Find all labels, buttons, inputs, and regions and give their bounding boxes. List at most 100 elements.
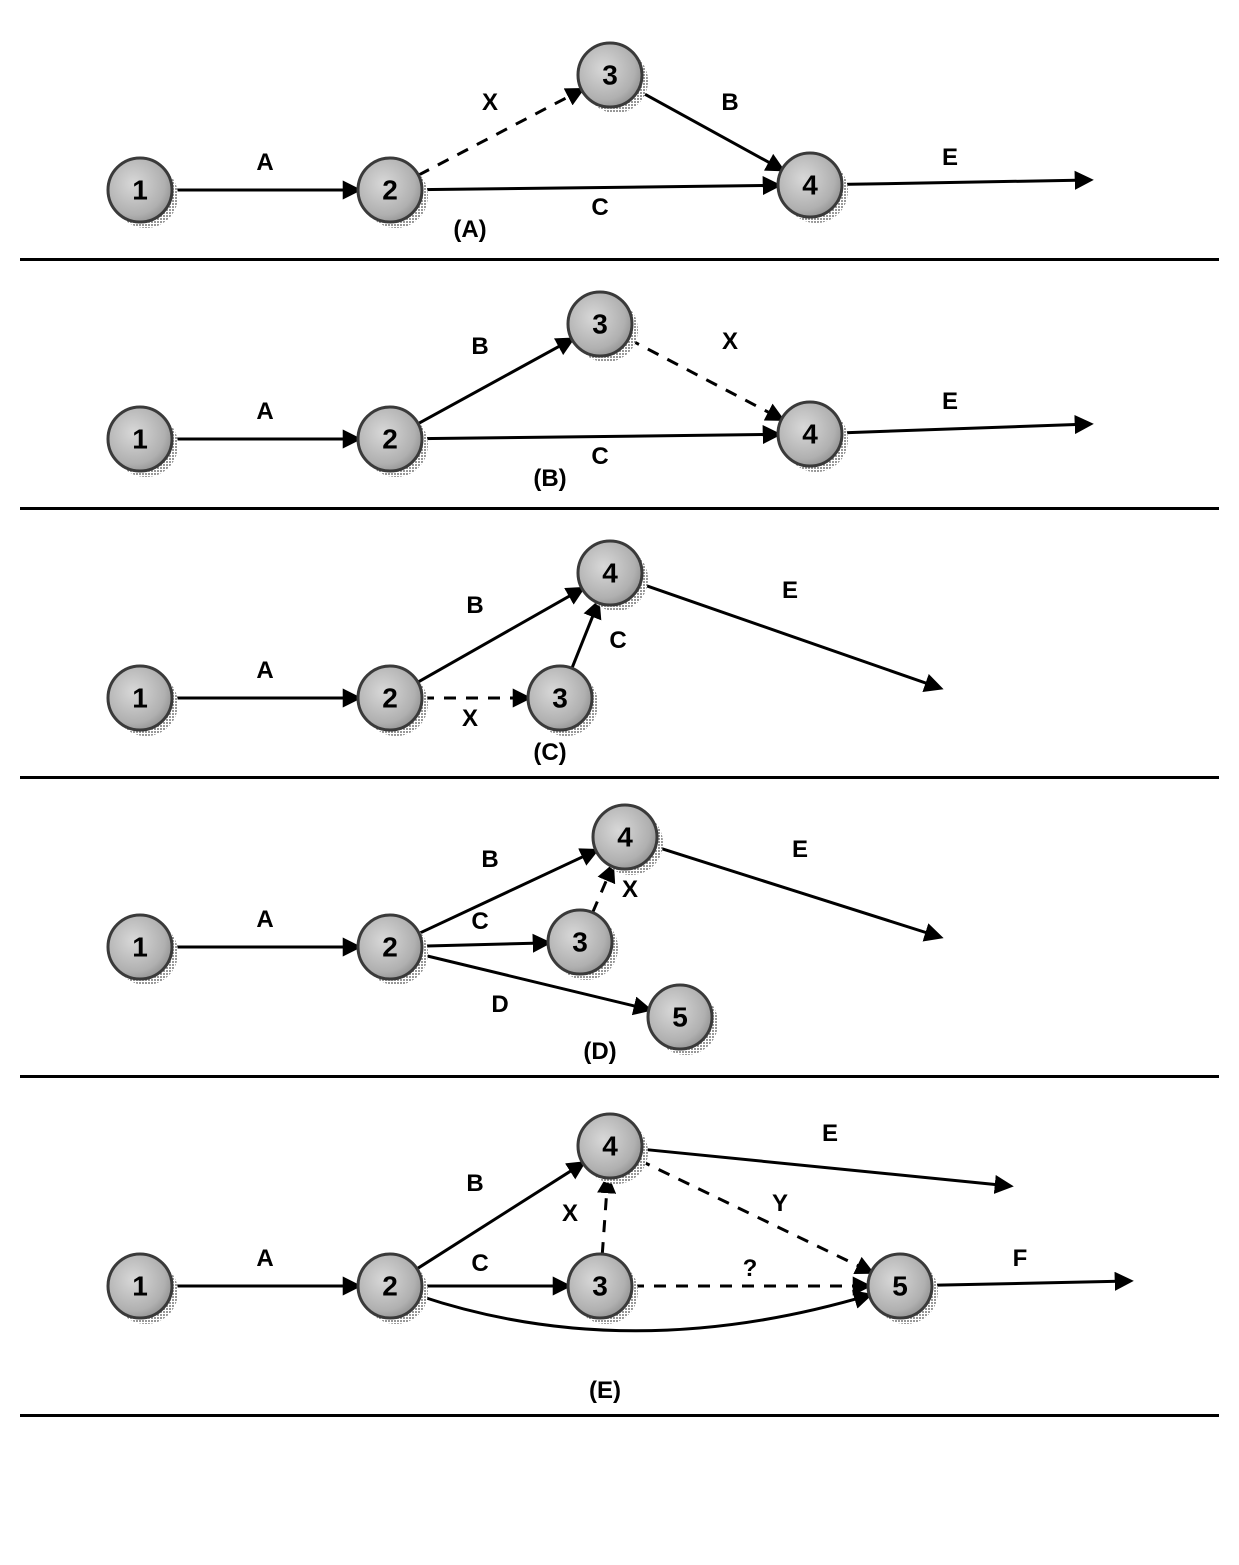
edge-label-e: E bbox=[781, 577, 797, 604]
edge-label-y: Y bbox=[771, 1190, 787, 1217]
node-3: 3 bbox=[528, 666, 598, 736]
nodes: 1 2 3 4 bbox=[108, 292, 848, 477]
node-label-1: 1 bbox=[132, 424, 148, 455]
node-3: 3 bbox=[578, 43, 648, 113]
edge-label-e: E bbox=[821, 1120, 837, 1147]
edge-label-e: E bbox=[941, 388, 957, 415]
edge-e bbox=[841, 424, 1089, 433]
node-4: 4 bbox=[578, 1114, 648, 1184]
node-label-4: 4 bbox=[602, 1131, 618, 1162]
edge-c bbox=[421, 943, 547, 946]
node-2: 2 bbox=[358, 158, 428, 228]
edge-label-c: C bbox=[591, 194, 608, 221]
node-label-1: 1 bbox=[132, 683, 148, 714]
node-1: 1 bbox=[108, 915, 178, 985]
edge-e3 bbox=[420, 1295, 869, 1331]
node-4: 4 bbox=[778, 153, 848, 223]
panel-d: ABCDXE12345(D) bbox=[20, 787, 1219, 1078]
panel-label: (A) bbox=[453, 216, 486, 243]
panel-a: A X B C E 1 2 3 4 (A) bbox=[20, 20, 1219, 261]
nodes: 1 2 3 4 5 bbox=[108, 805, 718, 1055]
edge-label-e: E bbox=[941, 144, 957, 171]
edge-b bbox=[418, 339, 572, 423]
node-label-2: 2 bbox=[382, 1271, 398, 1302]
node-2: 2 bbox=[358, 407, 428, 477]
panel-c: AXBCE1234(C) bbox=[20, 518, 1219, 779]
node-label-1: 1 bbox=[132, 1271, 148, 1302]
edge-label-c: C bbox=[471, 908, 488, 935]
node-2: 2 bbox=[358, 1254, 428, 1324]
edge-b bbox=[638, 90, 782, 169]
node-label-3: 3 bbox=[602, 60, 618, 91]
edge-label-b: B bbox=[466, 1170, 483, 1197]
node-1: 1 bbox=[108, 1254, 178, 1324]
node-5: 5 bbox=[648, 985, 718, 1055]
node-1: 1 bbox=[108, 407, 178, 477]
node-label-4: 4 bbox=[802, 419, 818, 450]
edge-e bbox=[841, 180, 1089, 184]
edge-label-?: ? bbox=[742, 1255, 757, 1282]
edge-f bbox=[931, 1281, 1129, 1285]
node-label-3: 3 bbox=[552, 683, 568, 714]
edge-label-x: X bbox=[481, 89, 497, 116]
edge-label-b: B bbox=[481, 846, 498, 873]
node-label-5: 5 bbox=[672, 1002, 688, 1033]
diagram-root: AXBCE1234(A)ABXCE1234(B)AXBCE1234(C)ABCD… bbox=[20, 20, 1219, 1417]
node-3: 3 bbox=[568, 292, 638, 362]
edge-label-e: E bbox=[791, 836, 807, 863]
node-2: 2 bbox=[358, 915, 428, 985]
node-4: 4 bbox=[778, 402, 848, 472]
edge-c bbox=[571, 603, 597, 669]
edge-label-x: X bbox=[561, 1200, 577, 1227]
panel-e: A B C X Y? E F 1 2 3 4 5 (E) bbox=[20, 1086, 1219, 1417]
nodes: 1 2 3 4 bbox=[108, 43, 848, 228]
node-5: 5 bbox=[868, 1254, 938, 1324]
node-3: 3 bbox=[548, 910, 618, 980]
node-label-1: 1 bbox=[132, 175, 148, 206]
node-3: 3 bbox=[568, 1254, 638, 1324]
node-4: 4 bbox=[593, 805, 663, 875]
edge-label-c: C bbox=[591, 443, 608, 470]
node-label-4: 4 bbox=[617, 822, 633, 853]
node-2: 2 bbox=[358, 666, 428, 736]
node-label-2: 2 bbox=[382, 424, 398, 455]
edge-label-b: B bbox=[466, 592, 483, 619]
edge-label-d: D bbox=[491, 991, 508, 1018]
edge-label-b: B bbox=[721, 89, 738, 116]
panel-label: (B) bbox=[533, 465, 566, 492]
panel-b: A B X C E 1 2 3 4 (B) bbox=[20, 269, 1219, 510]
edge-c bbox=[421, 185, 777, 189]
node-label-2: 2 bbox=[382, 932, 398, 963]
edge-x bbox=[418, 90, 581, 175]
edge-label-x: X bbox=[721, 328, 737, 355]
edge-label-a: A bbox=[256, 149, 273, 176]
node-label-3: 3 bbox=[592, 309, 608, 340]
node-label-2: 2 bbox=[382, 683, 398, 714]
edge-label-c: C bbox=[609, 627, 626, 654]
edge-label-c: C bbox=[471, 1250, 488, 1277]
edges: A B C X Y? E F bbox=[172, 1120, 1130, 1331]
node-4: 4 bbox=[578, 541, 648, 611]
node-label-3: 3 bbox=[572, 927, 588, 958]
node-label-4: 4 bbox=[602, 558, 618, 589]
node-1: 1 bbox=[108, 666, 178, 736]
edge-x bbox=[592, 866, 612, 912]
edge-c bbox=[421, 434, 777, 438]
edge-label-f: F bbox=[1012, 1245, 1027, 1272]
edge-label-b: B bbox=[471, 333, 488, 360]
node-label-2: 2 bbox=[382, 175, 398, 206]
edge-label-a: A bbox=[256, 398, 273, 425]
edge-x bbox=[602, 1178, 607, 1254]
edge-e bbox=[641, 1149, 1009, 1186]
panel-label: (E) bbox=[589, 1377, 621, 1404]
edge-b bbox=[416, 1163, 582, 1269]
edge-label-a: A bbox=[256, 657, 273, 684]
edge-d bbox=[421, 955, 649, 1010]
edge-label-a: A bbox=[256, 1245, 273, 1272]
edge-label-a: A bbox=[256, 906, 273, 933]
edge-label-x: X bbox=[621, 876, 637, 903]
nodes: 1 2 3 4 bbox=[108, 541, 648, 736]
node-label-4: 4 bbox=[802, 170, 818, 201]
node-1: 1 bbox=[108, 158, 178, 228]
edge-label-x: X bbox=[461, 705, 477, 732]
